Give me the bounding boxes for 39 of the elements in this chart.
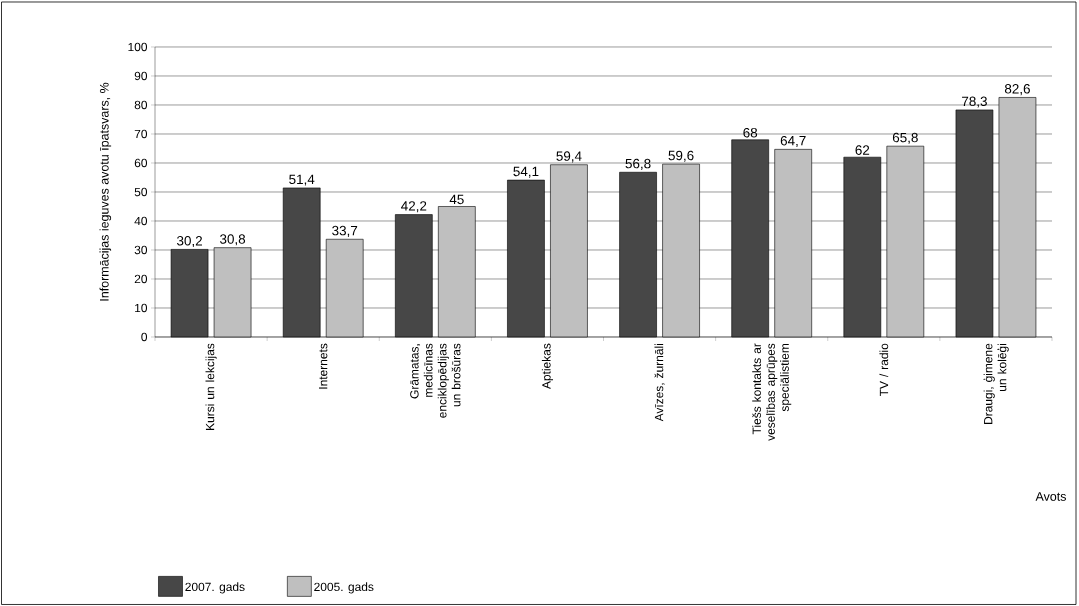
x-tick-label: Avīzes, žurnāli	[654, 344, 665, 422]
data-label: 30,8	[220, 234, 246, 246]
data-label: 65,8	[892, 132, 918, 144]
y-tick-label: 20	[134, 274, 148, 284]
data-label: 33,7	[332, 225, 358, 237]
x-axis-title: Avots	[1035, 492, 1066, 501]
y-tick-label: 70	[134, 129, 148, 139]
data-label: 54,1	[513, 166, 539, 178]
x-tick-label: Grāmatas, medicīnas enciklopēdijas un brošūras	[410, 343, 461, 418]
data-label: 64,7	[780, 135, 806, 148]
data-label: 78,3	[962, 96, 987, 108]
y-tick-label: 80	[134, 100, 148, 110]
x-tick-label: Aptiekas	[541, 343, 554, 390]
x-tick-label: Tiešs kontakts ar veselības aprūpes speciālistiem	[752, 343, 792, 441]
data-label: 82,6	[1004, 84, 1030, 96]
data-label: 30,2	[177, 235, 202, 248]
x-tick-label: Internets	[319, 343, 328, 389]
data-label: 45	[449, 194, 464, 205]
y-tick-label: 100	[128, 42, 148, 52]
y-tick-label: 50	[134, 187, 148, 197]
legend-label: 2005. gads	[314, 582, 374, 594]
data-label: 59,4	[556, 151, 582, 163]
x-tick-label: Kursi un lekcijas	[205, 343, 217, 430]
y-tick-label: 40	[134, 216, 148, 226]
x-tick-label: Draugi, ģimene un kolēģi	[983, 343, 1009, 424]
y-tick-label: 10	[135, 303, 148, 313]
y-tick-label: 60	[134, 158, 148, 168]
legend-label: 2007. gads	[185, 582, 245, 594]
data-label: 59,6	[668, 150, 694, 162]
y-tick-label: 0	[141, 332, 148, 342]
data-label: 68	[743, 127, 758, 138]
y-axis-title: Informācijas ieguves avotu īpatsvars, %	[99, 82, 112, 301]
data-label: 51,4	[289, 174, 315, 186]
data-label: 42,2	[401, 201, 427, 213]
y-tick-label: 30	[134, 245, 148, 255]
data-label: 56,8	[625, 158, 651, 170]
x-tick-label: TV / radio	[879, 343, 889, 397]
y-tick-label: 90	[134, 71, 148, 81]
data-label: 62	[855, 145, 870, 155]
